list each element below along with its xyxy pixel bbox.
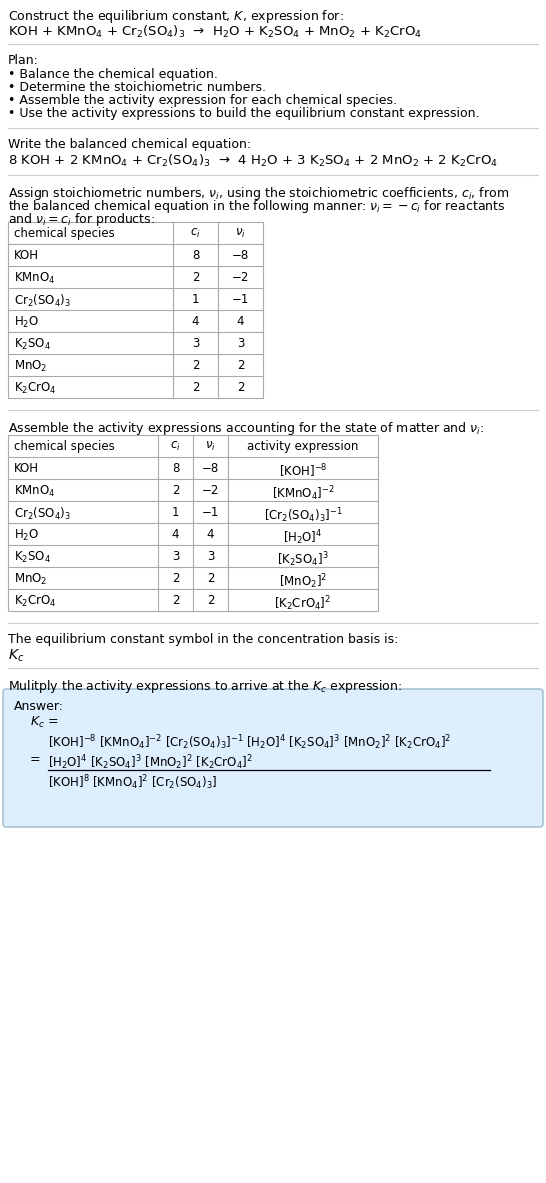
Text: [KOH]$^8$ [KMnO$_4$]$^2$ [Cr$_2$(SO$_4$)$_3$]: [KOH]$^8$ [KMnO$_4$]$^2$ [Cr$_2$(SO$_4$)… (48, 772, 217, 791)
Text: Assemble the activity expressions accounting for the state of matter and $\nu_i$: Assemble the activity expressions accoun… (8, 420, 484, 437)
Text: K$_2$CrO$_4$: K$_2$CrO$_4$ (14, 381, 57, 396)
Text: The equilibrium constant symbol in the concentration basis is:: The equilibrium constant symbol in the c… (8, 633, 399, 646)
Text: [Cr$_2$(SO$_4$)$_3$]$^{-1}$: [Cr$_2$(SO$_4$)$_3$]$^{-1}$ (264, 506, 342, 525)
Text: 8 KOH + 2 KMnO$_4$ + Cr$_2$(SO$_4$)$_3$  →  4 H$_2$O + 3 K$_2$SO$_4$ + 2 MnO$_2$: 8 KOH + 2 KMnO$_4$ + Cr$_2$(SO$_4$)$_3$ … (8, 153, 498, 169)
Text: 2: 2 (207, 594, 214, 607)
Text: 2: 2 (207, 573, 214, 586)
Text: • Determine the stoichiometric numbers.: • Determine the stoichiometric numbers. (8, 80, 266, 93)
Text: 2: 2 (172, 594, 179, 607)
FancyBboxPatch shape (3, 689, 543, 827)
Text: 4: 4 (172, 528, 179, 541)
Text: 3: 3 (172, 550, 179, 563)
Text: Assign stoichiometric numbers, $\nu_i$, using the stoichiometric coefficients, $: Assign stoichiometric numbers, $\nu_i$, … (8, 185, 509, 202)
Text: 4: 4 (207, 528, 214, 541)
Text: 4: 4 (237, 315, 244, 328)
Text: chemical species: chemical species (14, 227, 115, 240)
Text: KOH: KOH (14, 463, 39, 476)
Text: 2: 2 (237, 358, 244, 371)
Text: 3: 3 (207, 550, 214, 563)
Text: H$_2$O: H$_2$O (14, 315, 39, 330)
Text: H$_2$O: H$_2$O (14, 528, 39, 543)
Text: 2: 2 (192, 381, 199, 394)
Text: Construct the equilibrium constant, $K$, expression for:: Construct the equilibrium constant, $K$,… (8, 8, 344, 25)
Text: =: = (30, 754, 40, 767)
Text: [K$_2$CrO$_4$]$^2$: [K$_2$CrO$_4$]$^2$ (275, 594, 331, 613)
Text: −8: −8 (232, 248, 249, 261)
Text: • Assemble the activity expression for each chemical species.: • Assemble the activity expression for e… (8, 93, 397, 106)
Text: [KMnO$_4$]$^{-2}$: [KMnO$_4$]$^{-2}$ (271, 484, 335, 503)
Text: KOH: KOH (14, 248, 39, 261)
Text: [MnO$_2$]$^2$: [MnO$_2$]$^2$ (279, 573, 327, 590)
Text: 2: 2 (172, 573, 179, 586)
Text: $c_i$: $c_i$ (190, 227, 201, 240)
Text: 2: 2 (192, 358, 199, 371)
Text: • Balance the chemical equation.: • Balance the chemical equation. (8, 67, 218, 80)
Text: 8: 8 (172, 463, 179, 476)
Text: activity expression: activity expression (247, 440, 359, 453)
Text: [KOH]$^{-8}$: [KOH]$^{-8}$ (278, 463, 327, 479)
Text: 4: 4 (192, 315, 199, 328)
Text: $c_i$: $c_i$ (170, 440, 181, 453)
Text: K$_2$SO$_4$: K$_2$SO$_4$ (14, 550, 51, 565)
Text: 2: 2 (192, 271, 199, 284)
Text: MnO$_2$: MnO$_2$ (14, 358, 48, 374)
Text: −2: −2 (202, 484, 219, 497)
Text: Plan:: Plan: (8, 54, 39, 67)
Text: −2: −2 (232, 271, 249, 284)
Text: and $\nu_i = c_i$ for products:: and $\nu_i = c_i$ for products: (8, 211, 155, 228)
Text: Answer:: Answer: (14, 700, 64, 713)
Text: −1: −1 (232, 293, 249, 306)
Text: −8: −8 (202, 463, 219, 476)
Text: KMnO$_4$: KMnO$_4$ (14, 484, 56, 499)
Text: 2: 2 (237, 381, 244, 394)
Text: [H$_2$O]$^4$ [K$_2$SO$_4$]$^3$ [MnO$_2$]$^2$ [K$_2$CrO$_4$]$^2$: [H$_2$O]$^4$ [K$_2$SO$_4$]$^3$ [MnO$_2$]… (48, 754, 253, 771)
Bar (8, 222, 263, 397)
Text: K$_2$CrO$_4$: K$_2$CrO$_4$ (14, 594, 57, 609)
Text: $\nu_i$: $\nu_i$ (205, 440, 216, 453)
Text: 8: 8 (192, 248, 199, 261)
Text: the balanced chemical equation in the following manner: $\nu_i = -c_i$ for react: the balanced chemical equation in the fo… (8, 198, 506, 215)
Text: −1: −1 (202, 506, 219, 519)
Bar (8, 435, 378, 610)
Text: 3: 3 (237, 337, 244, 350)
Text: 1: 1 (192, 293, 199, 306)
Text: MnO$_2$: MnO$_2$ (14, 573, 48, 587)
Text: K$_2$SO$_4$: K$_2$SO$_4$ (14, 337, 51, 353)
Text: • Use the activity expressions to build the equilibrium constant expression.: • Use the activity expressions to build … (8, 106, 479, 119)
Text: $K_c$ =: $K_c$ = (30, 715, 58, 730)
Text: 3: 3 (192, 337, 199, 350)
Text: [H$_2$O]$^4$: [H$_2$O]$^4$ (283, 528, 323, 547)
Text: 2: 2 (172, 484, 179, 497)
Text: Cr$_2$(SO$_4$)$_3$: Cr$_2$(SO$_4$)$_3$ (14, 506, 71, 522)
Text: 1: 1 (172, 506, 179, 519)
Text: Cr$_2$(SO$_4$)$_3$: Cr$_2$(SO$_4$)$_3$ (14, 293, 71, 309)
Text: Write the balanced chemical equation:: Write the balanced chemical equation: (8, 138, 251, 151)
Text: KOH + KMnO$_4$ + Cr$_2$(SO$_4$)$_3$  →  H$_2$O + K$_2$SO$_4$ + MnO$_2$ + K$_2$Cr: KOH + KMnO$_4$ + Cr$_2$(SO$_4$)$_3$ → H$… (8, 24, 422, 40)
Text: [K$_2$SO$_4$]$^3$: [K$_2$SO$_4$]$^3$ (277, 550, 329, 569)
Text: chemical species: chemical species (14, 440, 115, 453)
Text: KMnO$_4$: KMnO$_4$ (14, 271, 56, 286)
Text: $K_c$: $K_c$ (8, 648, 25, 665)
Text: Mulitply the activity expressions to arrive at the $K_c$ expression:: Mulitply the activity expressions to arr… (8, 678, 402, 694)
Text: $\nu_i$: $\nu_i$ (235, 227, 246, 240)
Text: [KOH]$^{-8}$ [KMnO$_4$]$^{-2}$ [Cr$_2$(SO$_4$)$_3$]$^{-1}$ [H$_2$O]$^4$ [K$_2$SO: [KOH]$^{-8}$ [KMnO$_4$]$^{-2}$ [Cr$_2$(S… (48, 733, 452, 751)
